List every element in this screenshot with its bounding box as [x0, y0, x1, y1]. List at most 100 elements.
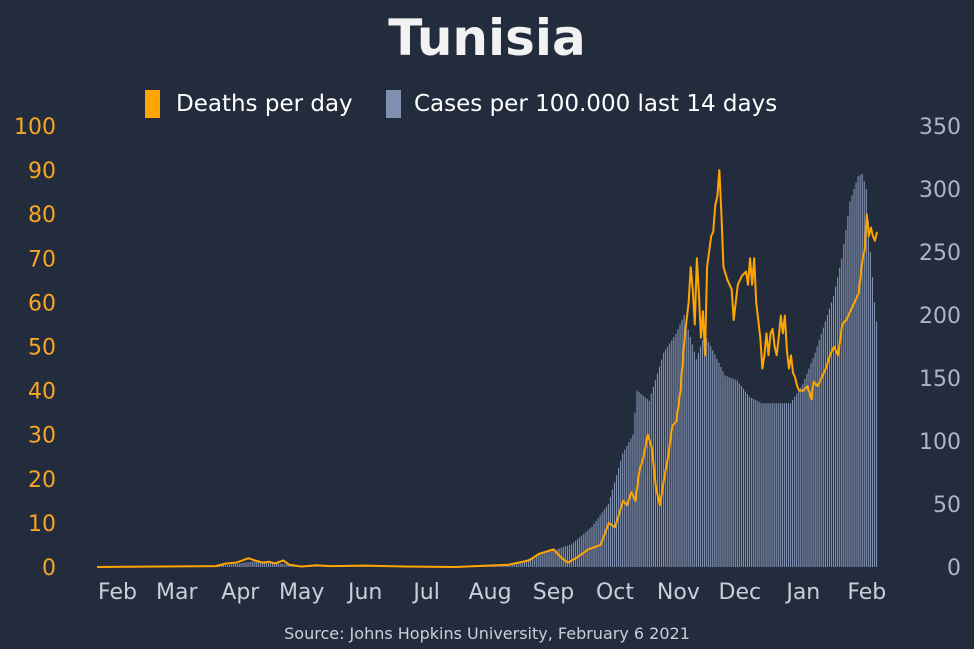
cases-bar [227, 564, 229, 567]
cases-bar [237, 563, 239, 567]
cases-bar [274, 562, 276, 567]
cases-bar [280, 563, 282, 567]
cases-bar [579, 537, 581, 567]
cases-bar [556, 549, 558, 567]
cases-bar [847, 215, 849, 567]
cases-bar [540, 553, 542, 567]
cases-bar [781, 403, 783, 567]
y-tick-right: 50 [933, 493, 961, 518]
deaths-line-group [96, 169, 878, 568]
cases-bar [837, 277, 839, 567]
cases-bar [245, 562, 247, 567]
cases-bar [724, 375, 726, 567]
cases-bar [542, 553, 544, 567]
cases-bar [589, 528, 591, 567]
cases-bar [235, 563, 237, 567]
cases-bar [288, 564, 290, 567]
cases-bar [753, 399, 755, 567]
cases-bar [693, 351, 695, 567]
cases-bar [222, 565, 225, 567]
y-tick-left: 0 [42, 556, 56, 581]
cases-bar [771, 403, 773, 567]
cases-bar [624, 449, 626, 567]
cases-bar [845, 229, 847, 567]
cases-bar [779, 403, 781, 567]
cases-bar [261, 561, 263, 567]
cases-bar [257, 561, 259, 567]
y-tick-left: 80 [28, 203, 56, 228]
cases-bar [566, 545, 568, 567]
cases-bar [585, 531, 587, 567]
cases-bar [630, 438, 632, 567]
cases-bar [757, 401, 759, 567]
cases-bar [747, 394, 749, 567]
cases-bar [865, 189, 867, 567]
y-tick-left: 100 [14, 115, 56, 140]
cases-bar [255, 561, 257, 567]
cases-bar [773, 403, 775, 567]
cases-bar [515, 563, 517, 567]
cases-bar [229, 564, 231, 567]
legend-swatch-deaths [145, 90, 160, 118]
cases-bar [656, 373, 659, 567]
legend-swatch-cases [386, 90, 401, 118]
cases-bar [607, 504, 609, 567]
x-axis: Feb Mar Apr May Jun Jul Aug Sep Oct Nov Dec Jan Feb [98, 580, 886, 605]
cases-bar [267, 562, 270, 567]
cases-bar [652, 387, 654, 567]
cases-bar [708, 342, 710, 567]
cases-bar [595, 521, 597, 567]
cases-bar [577, 539, 579, 567]
x-tick-label: Aug [469, 580, 512, 605]
cases-bar [718, 362, 720, 567]
cases-bar [519, 562, 521, 567]
cases-bar [810, 363, 812, 567]
cases-bar [534, 556, 536, 567]
cases-bar [583, 533, 585, 567]
cases-bar [278, 563, 280, 567]
cases-bar [806, 373, 808, 567]
cases-bar [536, 555, 538, 567]
cases-bar [527, 558, 530, 567]
x-tick-label: Jun [346, 580, 382, 605]
cases-bar [765, 403, 767, 567]
cases-bar [636, 390, 638, 567]
x-tick-label: Oct [596, 580, 634, 605]
cases-bar [777, 403, 779, 567]
cases-bar [243, 562, 245, 567]
cases-bar [517, 563, 519, 567]
cases-bar [710, 346, 712, 567]
cases-bar [863, 181, 865, 567]
cases-bar [646, 399, 648, 567]
cases-bar [613, 482, 616, 567]
cases-bar [286, 564, 288, 567]
cases-bar [816, 346, 818, 567]
cases-bar [312, 566, 315, 567]
cases-bar [673, 337, 675, 567]
cases-bar [695, 359, 697, 567]
y-tick-left: 70 [28, 247, 56, 272]
x-tick-label: Nov [657, 580, 700, 605]
cases-bar [523, 560, 525, 567]
cases-bar [247, 562, 249, 567]
cases-bar [597, 518, 599, 567]
cases-bar [769, 403, 771, 567]
cases-bar [812, 358, 814, 567]
y-tick-right: 250 [919, 241, 961, 266]
cases-bar [726, 376, 728, 567]
x-tick-label: Feb [847, 580, 886, 605]
cases-bar [671, 340, 673, 567]
cases-bar [826, 315, 828, 567]
cases-bar [511, 563, 513, 567]
cases-bar [683, 315, 685, 567]
cases-bar [648, 400, 650, 567]
y-tick-right: 150 [919, 367, 961, 392]
source-note: Source: Johns Hopkins University, Februa… [284, 624, 690, 643]
cases-bar [554, 549, 556, 567]
x-tick-label: Apr [221, 580, 260, 605]
cases-bar [241, 563, 243, 567]
cases-bar [669, 343, 671, 567]
cases-bar [732, 378, 734, 567]
cases-bar [712, 350, 714, 567]
cases-bar [665, 349, 667, 567]
